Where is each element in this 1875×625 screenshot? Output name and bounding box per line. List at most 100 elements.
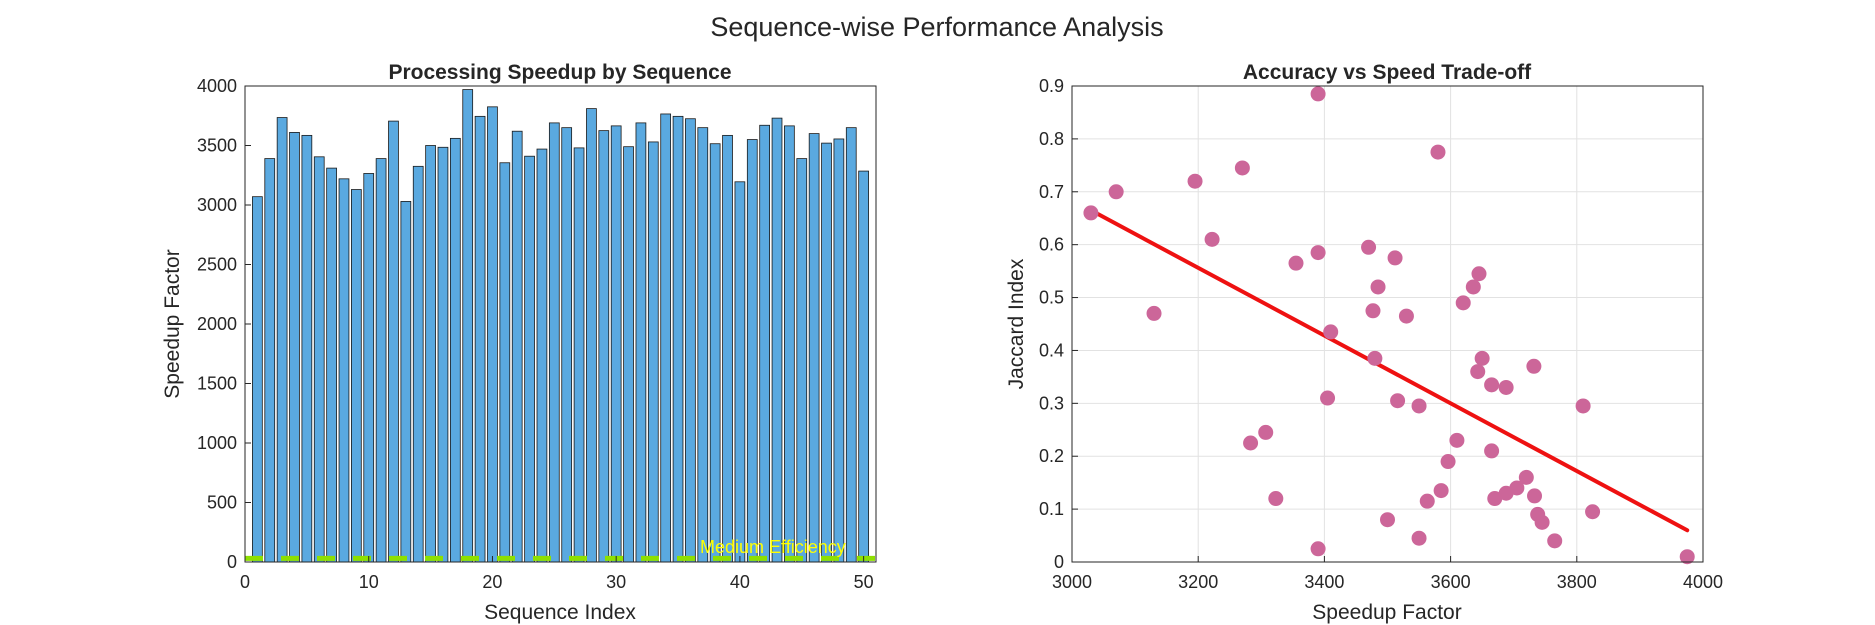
bar [252, 196, 263, 563]
scatter-point [1108, 184, 1124, 200]
bar [610, 125, 622, 563]
scatter-point [1465, 279, 1481, 295]
scatter-point [1484, 443, 1500, 459]
scatter-point [1310, 86, 1326, 102]
bar [388, 120, 399, 563]
bar [598, 130, 610, 563]
x-tick-label: 0 [240, 572, 250, 592]
bar [425, 145, 436, 563]
bar [499, 162, 511, 563]
bar [437, 146, 449, 563]
scatter-point [1484, 377, 1500, 393]
y-tick-label: 0 [1054, 552, 1064, 572]
scatter-point [1361, 239, 1377, 255]
bar [412, 165, 424, 563]
scatter-point [1387, 250, 1403, 266]
bar [573, 147, 585, 563]
y-tick-label: 1500 [197, 374, 237, 394]
scatter-point [1310, 541, 1326, 557]
bar [536, 148, 548, 563]
bar [326, 167, 337, 563]
y-tick-label: 500 [207, 493, 237, 513]
scatter-point [1575, 398, 1591, 414]
y-tick-label: 0.7 [1039, 182, 1064, 202]
bar [301, 134, 313, 563]
fit-line [1088, 208, 1690, 533]
scatter-point [1474, 350, 1490, 366]
bar [771, 117, 783, 563]
y-tick-label: 0.4 [1039, 340, 1064, 360]
bar [709, 143, 721, 563]
scatter-point [1367, 350, 1383, 366]
scatter-point [1288, 255, 1304, 271]
bar [276, 117, 288, 563]
y-tick-label: 0.3 [1039, 393, 1064, 413]
bar [845, 127, 857, 563]
scatter-point [1471, 266, 1487, 282]
scatter-point [1419, 493, 1435, 509]
speedup-bar-chart: 0 10 20 30 40 50 0 500 1000 1500 2000 2500 3000 3500… [161, 61, 877, 624]
bar [524, 155, 535, 563]
scatter-point [1585, 504, 1601, 520]
scatter-point [1243, 435, 1259, 451]
scatter-point [1365, 303, 1381, 319]
bar-chart-xlabel: Sequence Index [484, 601, 636, 624]
scatter-point [1518, 469, 1534, 485]
bar [697, 127, 709, 563]
y-tick-label: 2000 [197, 314, 237, 334]
bar [858, 170, 869, 563]
bar-chart-annotation: Medium Efficiency [700, 537, 846, 557]
scatter-point [1487, 491, 1503, 507]
bar [759, 124, 770, 563]
scatter-point [1411, 398, 1427, 414]
scatter-point [1234, 160, 1250, 176]
bar [586, 108, 597, 563]
scatter-point [1390, 393, 1406, 409]
bar [660, 113, 672, 563]
x-tick-label: 3000 [1052, 572, 1092, 592]
bar-chart-ylabel: Speedup Factor [161, 249, 184, 398]
bar-chart-plot-area [245, 86, 876, 562]
scatter-point [1258, 424, 1274, 440]
bar [722, 134, 733, 563]
x-tick-label: 3800 [1557, 572, 1597, 592]
bar [672, 115, 684, 563]
bar [784, 125, 795, 563]
scatter-point [1679, 549, 1695, 565]
y-tick-label: 0.9 [1039, 76, 1064, 96]
bar [462, 89, 474, 563]
bar [734, 181, 746, 563]
bar [264, 158, 276, 563]
x-tick-label: 30 [606, 572, 626, 592]
bar [338, 178, 350, 563]
scatter-chart-xlabel: Speedup Factor [1312, 601, 1461, 624]
bar [561, 127, 573, 563]
scatter-chart-axes-box [1071, 85, 1704, 563]
y-tick-label: 0.1 [1039, 499, 1064, 519]
scatter-point [1547, 533, 1563, 549]
y-tick-label: 1000 [197, 433, 237, 453]
scatter-chart-plot-area [1072, 86, 1703, 562]
bar [833, 138, 845, 563]
scatter-point [1449, 432, 1465, 448]
scatter-point [1527, 488, 1543, 504]
scatter-point [1509, 480, 1525, 496]
bar [548, 122, 560, 563]
scatter-chart-ylabel: Jaccard Index [1005, 258, 1028, 389]
bar-chart-title: Processing Speedup by Sequence [388, 61, 731, 84]
bar [375, 158, 387, 563]
scatter-point [1323, 324, 1339, 340]
scatter-point [1498, 379, 1514, 395]
bar [351, 189, 362, 563]
bar [647, 141, 659, 563]
scatter-point [1411, 530, 1427, 546]
x-tick-label: 10 [359, 572, 379, 592]
bar [746, 139, 758, 563]
scatter-point [1320, 390, 1336, 406]
y-tick-label: 3500 [197, 136, 237, 156]
y-tick-label: 2500 [197, 255, 237, 275]
y-tick-label: 0.8 [1039, 129, 1064, 149]
y-tick-label: 0 [227, 552, 237, 572]
y-tick-label: 4000 [197, 76, 237, 96]
